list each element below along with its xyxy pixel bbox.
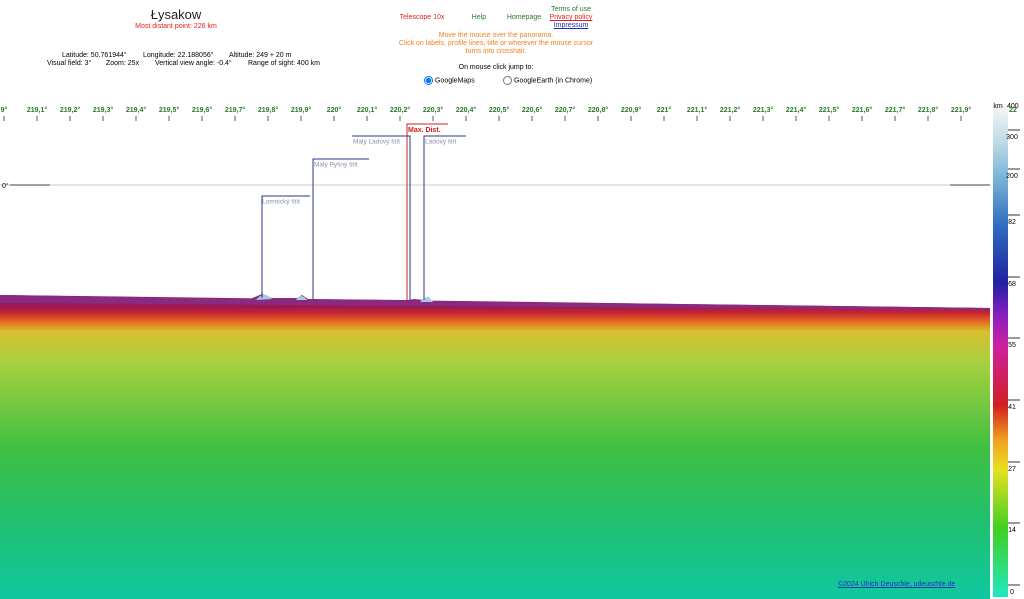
compass-label: 221,9°: [951, 106, 972, 114]
nav-link[interactable]: Help: [471, 14, 487, 21]
compass-label: 221,2°: [720, 106, 741, 114]
compass-label: 219,5°: [159, 106, 180, 114]
nav-link[interactable]: Homepage: [506, 14, 542, 21]
nav-link[interactable]: Terms of use: [550, 6, 592, 13]
info: Zoom: 25x: [106, 60, 140, 67]
compass-label: 220,7°: [555, 106, 576, 114]
radio-option[interactable]: GoogleEarth (in Chrome): [503, 76, 592, 85]
compass-label: 220,3°: [423, 106, 444, 114]
compass-label: 219,4°: [126, 106, 147, 114]
scale-labels: 400 300 200 82 68 55 41 27 14 0: [1006, 103, 1020, 596]
info: Longitude: 22.188056°: [143, 52, 214, 59]
peak-label[interactable]: Lomnický štít: [262, 199, 300, 206]
info: Latitude: 50.761944°: [62, 52, 127, 59]
scale-label: 27: [1008, 466, 1016, 473]
scale-bar: [993, 106, 1008, 597]
compass-label: 221,7°: [885, 106, 906, 114]
compass-label: 221,3°: [753, 106, 774, 114]
nav-link[interactable]: Privacy policy: [549, 14, 593, 21]
compass-label: 221,6°: [852, 106, 873, 114]
jump-label: On mouse click jump to:: [458, 64, 534, 71]
radio-option[interactable]: GoogleMaps: [424, 76, 475, 85]
peak-lines[interactable]: [261, 135, 466, 300]
compass-label: 220,8°: [588, 106, 609, 114]
compass-label: 22: [1009, 107, 1017, 114]
compass-label: 220,4°: [456, 106, 477, 114]
ridge: [0, 294, 990, 310]
compass-label: 219,2°: [60, 106, 81, 114]
scale-label: 0: [1010, 589, 1014, 596]
instruction: Move the mouse over the panorama.: [438, 32, 554, 39]
max-dist-line[interactable]: [406, 123, 448, 300]
compass-label: 221°: [657, 106, 672, 114]
radio-label: GoogleMaps: [435, 77, 475, 85]
compass-label: 219,8°: [258, 106, 279, 114]
scale-label: 400: [1007, 103, 1019, 110]
compass-label: 221,5°: [819, 106, 840, 114]
scale-label: 14: [1008, 527, 1016, 534]
scale-unit: km: [993, 103, 1003, 110]
footer-link[interactable]: ©2024 Ulrich Deuschle, udeuschle.de: [838, 581, 956, 588]
title[interactable]: Łysakow: [150, 7, 202, 22]
compass-label: 221,1°: [687, 106, 708, 114]
info: Altitude: 249 + 20 m: [229, 52, 292, 59]
radio-label: GoogleEarth (in Chrome): [514, 77, 593, 85]
peak-label[interactable]: Ľadový štít: [425, 139, 457, 146]
compass-label: 220,1°: [357, 106, 378, 114]
instruction: turns into crosshair.: [465, 48, 527, 55]
scale-label: 68: [1008, 281, 1016, 288]
instruction: Click on labels, profile lines, title or…: [398, 40, 594, 47]
horizon-label: 0°: [2, 182, 9, 190]
compass-label: 219,1°: [27, 106, 48, 114]
compass-label: 220,5°: [489, 106, 510, 114]
radio[interactable]: [503, 76, 512, 85]
info: Vertical view angle: -0.4°: [155, 60, 232, 67]
max-dist-label[interactable]: Max. Dist.: [408, 127, 441, 134]
compass-label: 219,9°: [291, 106, 312, 114]
peak-label[interactable]: Malý Ľadový štít: [353, 139, 400, 146]
info: Range of sight: 400 km: [248, 60, 320, 67]
radio[interactable]: [424, 76, 433, 85]
compass-label: 220°: [327, 106, 342, 114]
compass-label: 9°: [1, 106, 8, 114]
scale-label: 300: [1006, 134, 1018, 141]
nav-link[interactable]: Impressum: [553, 22, 589, 29]
scale-label: 55: [1008, 342, 1016, 349]
compass-label: 219,7°: [225, 106, 246, 114]
compass-label: 221,8°: [918, 106, 939, 114]
nav-link[interactable]: Telescope 10x: [399, 14, 445, 21]
compass-label: 220,9°: [621, 106, 642, 114]
compass-label: 220,2°: [390, 106, 411, 114]
peak-label[interactable]: Malý Pyšný štít: [314, 162, 358, 169]
scale-label: 41: [1008, 404, 1016, 411]
compass-label: 219,3°: [93, 106, 114, 114]
compass-label: 219,6°: [192, 106, 213, 114]
peak-snow: [256, 294, 433, 302]
subtitle: Most distant point: 226 km: [135, 23, 217, 30]
scale-label: 200: [1006, 173, 1018, 180]
info: Visual field: 3°: [47, 60, 92, 67]
compass: 9° 219,1° 219,2° 219,3° 219,4° 219,5° 219,6° 21…: [1, 106, 995, 121]
compass-label: 221,4°: [786, 106, 807, 114]
scale-label: 82: [1008, 219, 1016, 226]
compass-label: 220,6°: [522, 106, 543, 114]
terrain[interactable]: [0, 295, 990, 599]
